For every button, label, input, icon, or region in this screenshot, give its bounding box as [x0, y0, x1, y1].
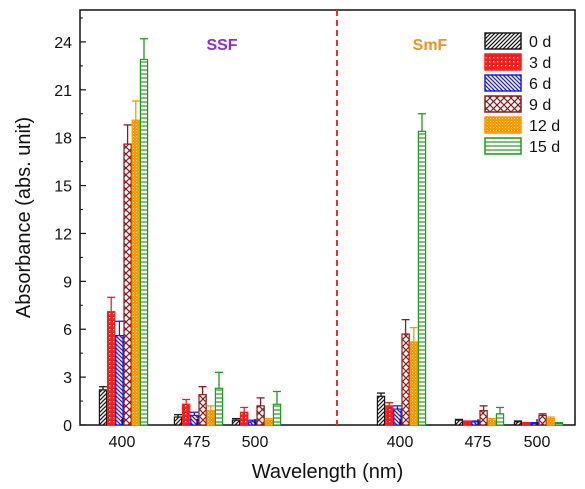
legend-label: 0 d	[529, 34, 551, 51]
bar-ssf-500-15d	[272, 403, 282, 426]
legend-swatch	[484, 32, 522, 50]
y-tick-label: 3	[63, 370, 72, 387]
bar-smf-400-12d	[409, 341, 419, 426]
bar-ssf-500-3d	[240, 411, 249, 426]
bar-ssf-400-6d	[115, 335, 124, 426]
bar-smf-475-15d	[495, 413, 505, 426]
y-axis-ticks: 0 3 6 9 12 15 18 21 24	[54, 17, 86, 435]
bar-smf-500-0d	[513, 421, 523, 426]
x-tick-label: 400	[109, 434, 136, 451]
legend-swatch	[484, 116, 522, 134]
legend-swatch	[484, 53, 522, 71]
x-tick-label: 400	[387, 434, 414, 451]
bar-ssf-400-0d	[98, 389, 108, 426]
bar-smf-500-3d	[521, 422, 531, 426]
bar-ssf-400-12d	[131, 119, 140, 426]
bar-smf-475-3d	[463, 421, 472, 426]
panel-label-smf: SmF	[413, 37, 448, 54]
legend-label: 9 d	[529, 97, 551, 114]
bars-layer	[98, 58, 564, 426]
plot-frame	[79, 9, 576, 426]
y-tick-label: 12	[54, 226, 72, 243]
bar-ssf-475-15d	[214, 387, 224, 426]
plot-border	[79, 9, 576, 426]
y-tick-label: 6	[63, 322, 72, 339]
legend-label: 3 d	[529, 55, 551, 72]
y-tick-label: 24	[54, 35, 72, 52]
x-axis-title: Wavelength (nm)	[252, 461, 404, 483]
bar-smf-500-9d	[538, 414, 547, 426]
legend: 0 d 3 d 6 d 9 d 12 d 15 d	[484, 32, 560, 156]
bar-smf-400-9d	[401, 333, 410, 426]
legend-swatch	[484, 95, 522, 113]
y-tick-label: 15	[54, 179, 72, 196]
bar-ssf-475-3d	[182, 403, 191, 426]
y-axis-title: Absorbance (abs. unit)	[13, 117, 35, 318]
legend-label: 15 d	[529, 139, 560, 156]
bar-smf-500-15d	[554, 422, 564, 426]
legend-swatch	[484, 137, 522, 155]
bar-smf-500-12d	[546, 418, 556, 426]
bar-smf-400-0d	[376, 395, 386, 426]
bar-ssf-475-0d	[173, 416, 183, 426]
legend-label: 6 d	[529, 76, 551, 93]
y-tick-label: 18	[54, 131, 72, 148]
x-tick-label: 475	[465, 434, 492, 451]
x-axis-ticks: 400 475 500 400 475 500	[109, 419, 551, 451]
x-tick-label: 500	[242, 434, 269, 451]
bar-ssf-475-9d	[198, 394, 207, 426]
bar-ssf-500-9d	[256, 405, 265, 426]
bar-smf-475-9d	[479, 410, 488, 426]
bar-ssf-500-0d	[231, 419, 241, 426]
panel-label-ssf: SSF	[206, 37, 237, 54]
legend-label: 12 d	[529, 118, 560, 135]
bar-ssf-400-3d	[106, 311, 116, 426]
bar-ssf-500-12d	[264, 419, 274, 426]
bar-ssf-475-12d	[206, 410, 215, 426]
x-tick-label: 475	[184, 434, 211, 451]
bar-ssf-400-15d	[139, 58, 149, 426]
bar-smf-400-3d	[385, 405, 394, 426]
bar-smf-475-12d	[487, 419, 497, 426]
panel-labels: SSF SmF	[206, 37, 447, 54]
bar-smf-475-0d	[454, 419, 464, 426]
y-tick-label: 21	[54, 83, 72, 100]
y-tick-label: 0	[63, 418, 72, 435]
bar-ssf-400-9d	[123, 143, 132, 426]
bar-smf-400-15d	[417, 130, 427, 426]
y-tick-label: 9	[63, 274, 72, 291]
legend-swatch	[484, 74, 522, 92]
x-tick-label: 500	[524, 434, 551, 451]
